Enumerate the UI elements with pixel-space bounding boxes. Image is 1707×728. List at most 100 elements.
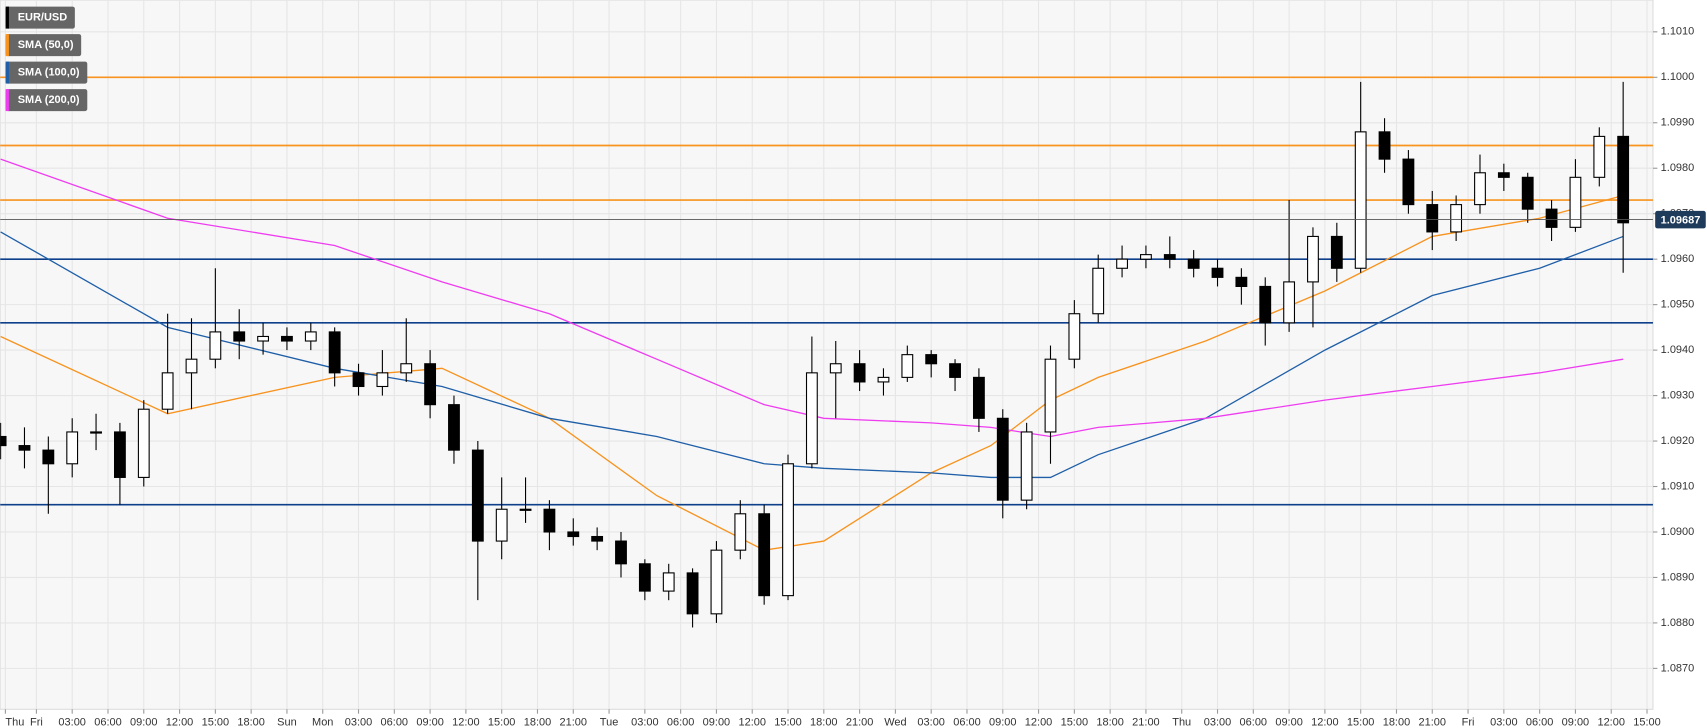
candle-body (949, 363, 961, 378)
y-tick-label: 1.0900 (1661, 526, 1695, 538)
candle-body (901, 354, 914, 378)
legend-label: EUR/USD (18, 12, 68, 24)
candle-body (185, 358, 198, 374)
x-tick-label: 06:00 (667, 716, 695, 728)
candle-body (137, 408, 150, 478)
candle-body (1545, 208, 1558, 228)
x-tick-label: 15:00 (1061, 716, 1089, 728)
axes: 1.0870 1.0880 1.0890 1.0900 1.0910 1.0920 1.09… (4, 26, 1706, 728)
y-tick-label: 1.0950 (1661, 299, 1695, 311)
candle-body (18, 445, 31, 451)
candle-body (638, 563, 651, 592)
y-tick-label: 1.0870 (1661, 662, 1695, 674)
legend-label: SMA (200,0) (18, 94, 80, 106)
candle-body (161, 372, 174, 410)
y-tick-label: 1.0990 (1661, 117, 1695, 129)
plot (0, 76, 1653, 628)
x-tick-label: 21:00 (846, 716, 874, 728)
legend-box (5, 89, 88, 112)
y-tick-label: 1.0880 (1661, 617, 1695, 629)
candle-body (1354, 131, 1367, 269)
candle-body (519, 508, 532, 511)
candle-body (1259, 285, 1272, 324)
candle-body (1092, 267, 1105, 315)
y-tick-label: 1.1010 (1661, 26, 1695, 38)
legend-box (5, 34, 82, 57)
x-tick-label: 15:00 (1633, 716, 1661, 728)
candle-body (328, 331, 341, 374)
candle-body (209, 331, 222, 360)
plot-area (0, 0, 1654, 710)
candle-body (352, 372, 365, 388)
x-tick-label: 12:00 (1597, 716, 1625, 728)
x-tick-label: 03:00 (1490, 716, 1517, 728)
x-tick-label: Sun (277, 716, 297, 728)
candle-body (662, 572, 675, 592)
x-tick-label: 18:00 (524, 716, 552, 728)
x-tick-label: 18:00 (1383, 716, 1411, 728)
x-tick-label: 15:00 (202, 716, 230, 728)
x-tick-label: 21:00 (560, 716, 588, 728)
last-price-label: 1.09687 (1661, 215, 1701, 227)
candle-body (1497, 172, 1510, 178)
candle-body (1307, 235, 1319, 283)
candle-body (543, 508, 556, 533)
x-tick-label: Thu (1172, 716, 1191, 728)
x-tick-label: 18:00 (237, 716, 265, 728)
legend-swatch (5, 89, 9, 112)
candle-body (615, 540, 627, 565)
candle-body (1521, 176, 1534, 210)
x-tick-label: 09:00 (416, 716, 444, 728)
candle-body (495, 508, 508, 542)
candle-body (424, 363, 437, 406)
legend-box (5, 6, 75, 29)
x-tick-label: 21:00 (1132, 716, 1160, 728)
candle-body (1569, 176, 1582, 228)
x-tick-label: 06:00 (1240, 716, 1267, 728)
candle-body (1187, 258, 1200, 269)
candle-body (758, 513, 771, 597)
x-tick-label: 12:00 (1025, 716, 1053, 728)
candle-body (877, 376, 890, 383)
candle-body (1450, 204, 1463, 233)
x-tick-label: 03:00 (58, 716, 86, 728)
candle-body (567, 531, 580, 538)
candle-body (281, 335, 293, 342)
candle-body (90, 431, 102, 434)
x-tick-label: 06:00 (381, 716, 409, 728)
legend-entry: SMA (50,0) (5, 34, 82, 57)
x-tick-label: 03:00 (631, 716, 659, 728)
candle-body (1617, 135, 1630, 224)
x-tick-label: 15:00 (1347, 716, 1375, 728)
legend-entry: SMA (100,0) (5, 61, 88, 84)
candle-body (471, 449, 484, 542)
y-tick-label: 1.0930 (1661, 389, 1695, 401)
y-tick-label: 1.1000 (1661, 71, 1695, 83)
x-tick-label: Fri (30, 716, 43, 728)
x-tick-label: 18:00 (810, 716, 838, 728)
candle-body (1020, 431, 1033, 501)
x-tick-label: Thu (5, 716, 24, 728)
candle-body (1474, 172, 1486, 206)
candle-body (1163, 254, 1176, 260)
y-tick-label: 1.0890 (1661, 571, 1695, 583)
x-tick-label: Mon (312, 716, 333, 728)
x-tick-label: 09:00 (989, 716, 1017, 728)
candle-body (42, 449, 55, 465)
candle-body (686, 572, 699, 615)
candle-body (1235, 276, 1248, 287)
x-tick-label: 09:00 (130, 716, 158, 728)
y-tick-label: 1.0910 (1661, 480, 1695, 492)
legend-label: SMA (100,0) (18, 66, 80, 78)
candle-body (400, 363, 413, 374)
x-tick-label: 06:00 (1526, 716, 1554, 728)
legend-entry: SMA (200,0) (5, 89, 88, 112)
candle-body (1378, 131, 1391, 160)
candle-body (1116, 258, 1128, 269)
x-tick-label: 12:00 (166, 716, 193, 728)
sma-line (0, 158, 1624, 438)
x-tick-label: 12:00 (452, 716, 480, 728)
x-tick-label: 21:00 (1419, 716, 1447, 728)
